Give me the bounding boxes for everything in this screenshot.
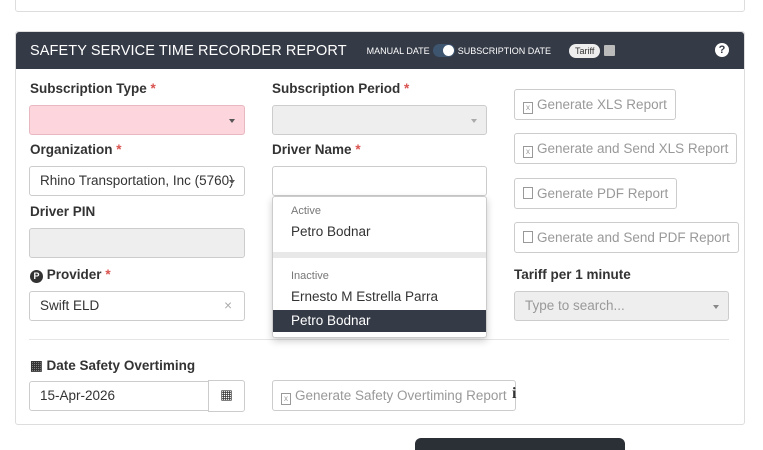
driver-pin-label: Driver PIN [30,204,96,219]
organization-select[interactable]: Rhino Transportation, Inc (5760) [29,166,245,196]
calendar-icon: ▦ [30,358,43,373]
subscription-type-select[interactable] [29,105,245,135]
excel-file-icon: x [281,393,291,405]
manual-date-label: MANUAL DATE [366,45,430,56]
dropdown-option[interactable]: Petro Bodnar [291,224,371,239]
info-icon[interactable]: i [512,385,517,402]
calendar-button[interactable]: ▦ [208,380,245,412]
tariff-label: Tariff per 1 minute [514,267,631,282]
driver-name-input[interactable] [272,166,487,196]
excel-file-icon: x [523,146,533,158]
driver-name-label: Driver Name * [272,142,361,157]
generate-pdf-button[interactable]: Generate PDF Report [514,178,678,209]
driver-name-dropdown: Active Petro Bodnar Inactive Ernesto M E… [272,196,487,338]
dropdown-option-selected[interactable]: Petro Bodnar [273,310,486,332]
subscription-date-label: SUBSCRIPTION DATE [457,45,552,56]
provider-icon: P [30,270,43,283]
panel-header: SAFETY SERVICE TIME RECORDER REPORT MANU… [16,32,744,69]
tariff-badge: Tariff [569,43,601,58]
generate-send-pdf-button[interactable]: Generate and Send PDF Report [514,222,739,253]
tariff-select[interactable]: Type to search... [514,291,729,321]
date-mode-toggle[interactable] [432,44,455,57]
group-separator [273,252,486,258]
date-overtiming-input[interactable]: 15-Apr-2026 [29,381,210,411]
dropdown-option[interactable]: Ernesto M Estrella Parra [291,289,439,304]
clear-provider-icon[interactable]: × [224,298,232,313]
generate-xls-button[interactable]: x Generate XLS Report [514,89,676,120]
group-inactive-label: Inactive [291,270,329,282]
divider [29,339,729,340]
subscription-period-label: Subscription Period * [272,81,410,96]
organization-label: Organization * [30,142,122,157]
previous-card [15,0,745,12]
provider-select[interactable]: Swift ELD × [29,291,245,321]
tariff-checkbox[interactable] [604,45,616,56]
report-panel: SAFETY SERVICE TIME RECORDER REPORT MANU… [15,31,745,425]
help-icon[interactable]: ? [715,43,729,57]
date-overtiming-label: ▦ Date Safety Overtiming [30,358,196,373]
bottom-toolbar [415,438,625,450]
group-active-label: Active [291,205,321,217]
pdf-file-icon [523,187,533,199]
driver-pin-input[interactable] [29,228,245,258]
calendar-icon: ▦ [220,387,233,402]
excel-file-icon: x [523,102,533,114]
provider-label: P Provider * [30,267,111,283]
subscription-type-label: Subscription Type * [30,81,156,96]
subscription-period-select[interactable] [272,105,487,135]
generate-overtiming-button[interactable]: x Generate Safety Overtiming Report [272,380,516,411]
generate-send-xls-button[interactable]: x Generate and Send XLS Report [514,133,738,164]
panel-title: SAFETY SERVICE TIME RECORDER REPORT [30,42,347,59]
pdf-file-icon [523,231,533,243]
